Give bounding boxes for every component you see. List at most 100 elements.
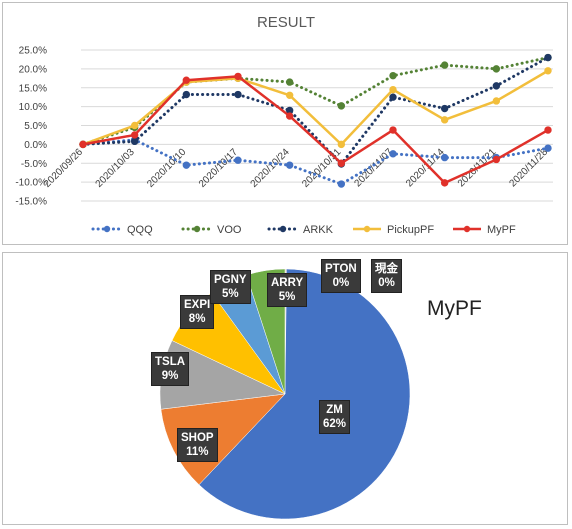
data-point-qqq bbox=[440, 153, 449, 162]
x-tick-label: 2020/11/14 bbox=[404, 146, 447, 189]
pie-label-name: TSLA bbox=[155, 356, 186, 368]
data-point-mypf bbox=[182, 76, 191, 84]
data-point-voo bbox=[440, 61, 449, 69]
legend-label: QQQ bbox=[127, 224, 153, 236]
pie-label-name: ZM bbox=[326, 404, 343, 416]
pie-label-TSLA: TSLA 9% bbox=[151, 352, 190, 386]
x-tick-label: 2020/10/03 bbox=[94, 146, 137, 189]
data-point-qqq bbox=[389, 150, 397, 158]
x-tick-label: 2020/10/17 bbox=[197, 146, 240, 189]
data-point-mypf bbox=[285, 112, 294, 120]
legend-item-mypf: MyPF bbox=[453, 224, 516, 236]
pie-label-name: PTON bbox=[325, 263, 357, 275]
series-line-qqq bbox=[81, 138, 550, 186]
data-point-mypf bbox=[389, 126, 397, 134]
data-point-mypf bbox=[79, 140, 87, 149]
y-tick-label: -15.0% bbox=[15, 197, 47, 208]
pie-label-name: PGNY bbox=[214, 274, 247, 286]
y-tick-label: 10.0% bbox=[19, 102, 47, 113]
data-point-arkk bbox=[130, 137, 139, 146]
pie-label-name: 現金 bbox=[375, 263, 398, 275]
legend-item-voo: VOO bbox=[181, 224, 242, 236]
pie-label-現金: 現金 0% bbox=[371, 259, 402, 293]
y-tick-label: -5.0% bbox=[21, 159, 47, 170]
data-point-voo bbox=[492, 65, 501, 73]
data-point-arkk bbox=[544, 53, 552, 62]
y-tick-label: -10.0% bbox=[15, 178, 47, 189]
y-tick-label: 15.0% bbox=[19, 83, 47, 94]
pie-label-ZM: ZM 62% bbox=[319, 400, 351, 434]
data-point-arkk bbox=[234, 90, 242, 99]
data-point-mypf bbox=[130, 131, 139, 139]
y-tick-label: 25.0% bbox=[19, 46, 47, 57]
data-point-pickuppf bbox=[544, 67, 552, 75]
series-line-pickuppf bbox=[82, 69, 549, 146]
pie-label-percent: 0% bbox=[378, 277, 395, 289]
data-point-qqq bbox=[234, 156, 242, 164]
pie-chart-title: MyPF bbox=[427, 297, 482, 320]
chart-title: RESULT bbox=[257, 14, 315, 31]
pie-label-percent: 9% bbox=[161, 370, 179, 382]
pie-label-ARRY: ARRY 5% bbox=[267, 273, 308, 307]
x-tick-label: 2020/09/26 bbox=[42, 146, 85, 189]
legend-label: ARKK bbox=[303, 224, 334, 236]
pie-label-name: ARRY bbox=[271, 277, 304, 289]
pie-label-percent: 5% bbox=[278, 291, 296, 303]
data-point-voo bbox=[285, 78, 294, 86]
data-point-arkk bbox=[389, 93, 397, 101]
data-point-qqq bbox=[285, 161, 294, 169]
data-point-mypf bbox=[234, 72, 242, 81]
legend-label: PickupPF bbox=[387, 224, 434, 236]
legend-marker bbox=[363, 225, 371, 233]
data-point-arkk bbox=[492, 82, 501, 90]
y-tick-label: 20.0% bbox=[19, 64, 47, 75]
y-tick-label: 0.0% bbox=[24, 140, 47, 151]
x-tick-label: 2020/10/24 bbox=[249, 146, 292, 189]
pie-label-EXPI: EXPI 8% bbox=[180, 295, 215, 329]
pie-label-name: EXPI bbox=[184, 299, 211, 311]
data-point-voo bbox=[389, 71, 397, 80]
pie-label-percent: 0% bbox=[332, 277, 350, 289]
data-point-pickuppf bbox=[389, 85, 397, 94]
pie-label-SHOP: SHOP 11% bbox=[177, 428, 218, 462]
pie-label-name: SHOP bbox=[181, 432, 214, 444]
pie-label-PGNY: PGNY 5% bbox=[210, 270, 251, 304]
y-tick-label: 5.0% bbox=[24, 121, 47, 132]
legend-marker bbox=[103, 225, 111, 233]
data-point-mypf bbox=[337, 159, 346, 167]
data-point-mypf bbox=[544, 126, 552, 134]
x-tick-label: 2020/10/10 bbox=[145, 146, 188, 189]
pie-chart-panel: MyPF ZM 62% SHOP 11% TSLA 9% EXPI 8% PGNY 5% ARRY 5… bbox=[2, 252, 568, 525]
data-point-voo bbox=[337, 102, 346, 110]
data-point-pickuppf bbox=[130, 121, 139, 130]
legend-marker bbox=[463, 225, 471, 233]
data-point-mypf bbox=[440, 179, 449, 187]
pie-label-percent: 11% bbox=[186, 446, 209, 458]
data-point-pickuppf bbox=[492, 97, 501, 105]
pie-label-percent: 62% bbox=[323, 418, 347, 430]
data-point-arkk bbox=[182, 90, 191, 99]
pie-slice-SHOP bbox=[160, 393, 286, 486]
data-point-qqq bbox=[544, 144, 552, 152]
legend-item-pickuppf: PickupPF bbox=[353, 224, 434, 236]
pie-label-PTON: PTON 0% bbox=[321, 259, 361, 293]
legend-item-arkk: ARKK bbox=[267, 224, 334, 236]
pie-label-percent: 5% bbox=[221, 288, 239, 300]
series-line-mypf bbox=[82, 75, 549, 185]
legend-marker bbox=[193, 225, 201, 233]
legend-label: VOO bbox=[217, 224, 242, 236]
data-point-qqq bbox=[182, 161, 191, 169]
data-point-pickuppf bbox=[337, 140, 346, 149]
data-point-mypf bbox=[492, 155, 501, 164]
legend-label: MyPF bbox=[487, 224, 516, 236]
line-chart: RESULT -15.0% -10.0% -5.0% 0.0% 5.0% 10.0% 15.0… bbox=[15, 14, 553, 236]
data-point-qqq bbox=[337, 180, 346, 188]
data-point-pickuppf bbox=[285, 91, 294, 100]
legend-item-qqq: QQQ bbox=[91, 224, 153, 236]
data-point-pickuppf bbox=[440, 116, 449, 124]
legend-marker bbox=[279, 225, 287, 233]
series-line-voo bbox=[81, 56, 550, 146]
series-line-arkk bbox=[81, 56, 550, 166]
line-chart-panel: RESULT -15.0% -10.0% -5.0% 0.0% 5.0% 10.0% 15.0… bbox=[2, 2, 568, 245]
data-point-arkk bbox=[440, 104, 449, 113]
